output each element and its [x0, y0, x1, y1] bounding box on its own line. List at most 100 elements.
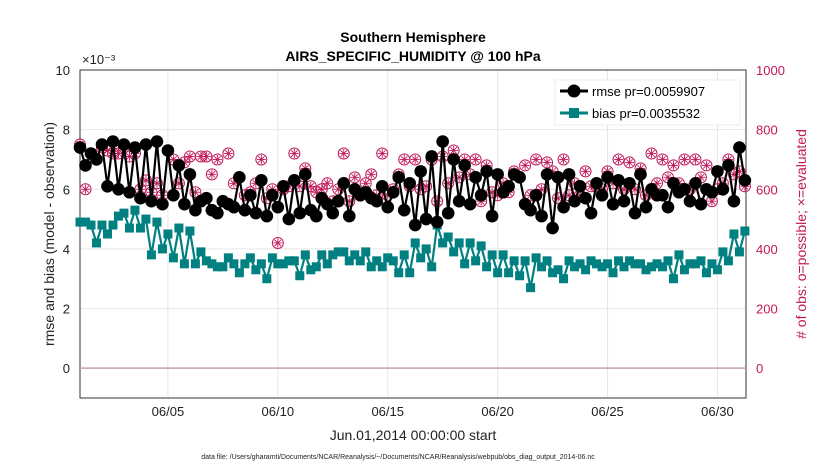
rmse-point: [628, 206, 642, 220]
bias-point: [179, 259, 189, 269]
bias-point: [300, 250, 310, 260]
obs-evaluated-mark: [626, 158, 634, 166]
obs-count-marker: [139, 174, 152, 187]
obs-possible-circle: [541, 156, 554, 169]
obs-evaluated-mark: [669, 161, 677, 169]
bias-point: [333, 247, 343, 257]
bias-point: [251, 265, 261, 275]
bias-point: [520, 256, 530, 266]
obs-possible-circle: [420, 180, 433, 193]
obs-possible-circle: [139, 174, 152, 187]
obs-evaluated-mark: [658, 155, 666, 163]
obs-count-marker: [678, 153, 691, 166]
rmse-point: [397, 203, 411, 217]
rmse-point: [211, 206, 224, 220]
obs-count-marker: [183, 150, 196, 163]
obs-evaluated-mark: [169, 155, 177, 163]
rmse-point: [463, 197, 477, 211]
y2-tick-label: 800: [756, 123, 778, 138]
rmse-point: [342, 209, 356, 223]
obs-count-marker: [271, 236, 284, 249]
bias-point: [91, 238, 101, 248]
bias-point: [80, 217, 90, 227]
bias-point: [421, 244, 431, 254]
y2-tick-label: 0: [756, 361, 763, 376]
y2-tick-label: 600: [756, 182, 778, 197]
legend-rmse-marker: [567, 84, 581, 98]
obs-evaluated-mark: [296, 182, 304, 190]
rmse-point: [249, 206, 263, 220]
bias-point: [113, 211, 123, 221]
rmse-point: [469, 171, 482, 184]
obs-count-marker: [348, 171, 361, 184]
rmse-point: [298, 168, 312, 181]
y-tick-label: 2: [63, 302, 70, 317]
rmse-point: [288, 174, 301, 187]
rmse-point: [392, 171, 406, 184]
bias-point: [531, 253, 541, 263]
obs-possible-circle: [79, 183, 92, 196]
bias-point: [234, 268, 244, 278]
bias-point: [306, 265, 316, 275]
bias-point: [668, 274, 678, 284]
bias-point: [267, 253, 277, 263]
chart-subtitle: AIRS_SPECIFIC_HUMIDITY @ 100 hPa: [285, 48, 541, 64]
bias-point: [553, 265, 563, 275]
bias-point: [383, 253, 393, 263]
rmse-point: [491, 168, 504, 181]
obs-count-marker: [530, 153, 543, 166]
rmse-point: [623, 177, 636, 190]
rmse-point: [381, 200, 395, 214]
rmse-point: [408, 218, 422, 232]
bias-point: [339, 247, 349, 257]
rmse-point: [370, 194, 384, 208]
bias-point: [410, 238, 420, 248]
rmse-point: [540, 168, 554, 181]
bias-point: [575, 259, 585, 269]
data-file-footer: data file: /Users/gharamti/Documents/NCA…: [201, 454, 595, 461]
y2-tick-label: 400: [756, 242, 778, 257]
bias-point: [619, 262, 629, 272]
bias-point: [493, 268, 503, 278]
obs-evaluated-mark: [103, 147, 111, 155]
bias-point: [174, 223, 184, 233]
obs-count-marker: [79, 183, 92, 196]
obs-possible-circle: [271, 236, 284, 249]
x-tick-labels: 06/05 06/10 06/15 06/20 06/25 06/30: [152, 404, 734, 419]
obs-count-marker: [398, 153, 411, 166]
bias-point: [581, 265, 591, 275]
obs-evaluated-mark: [186, 152, 194, 160]
bias-point: [663, 256, 673, 266]
obs-evaluated-mark: [202, 152, 210, 160]
bias-point: [603, 259, 613, 269]
obs-possible-circle: [469, 153, 482, 166]
obs-possible-circle: [150, 177, 163, 190]
bias-point: [399, 250, 409, 260]
x-tick-label: 06/20: [481, 404, 514, 419]
y-tick-label: 0: [63, 361, 70, 376]
rmse-point: [705, 185, 719, 199]
bias-point: [284, 256, 294, 266]
rmse-point: [101, 179, 114, 193]
bias-point: [443, 232, 453, 242]
y-tick-label: 4: [63, 242, 70, 257]
bias-point: [509, 256, 519, 266]
rmse-point: [112, 182, 125, 196]
legend-rmse-label: rmse pr=0.0059907: [592, 84, 705, 99]
obs-count-marker: [409, 153, 422, 166]
bias-point: [388, 256, 398, 266]
obs-possible-circle: [689, 153, 702, 166]
obs-count-marker: [205, 168, 218, 181]
rmse-point: [255, 174, 268, 187]
obs-count-marker: [211, 153, 224, 166]
obs-evaluated-mark: [274, 239, 282, 247]
rmse-point: [90, 153, 103, 166]
y-axis-label: rmse and bias (model - observation): [41, 122, 57, 346]
y2-tick-labels: 0 200 400 600 800 1000: [756, 63, 785, 376]
bias-point: [630, 259, 640, 269]
bias-point: [625, 256, 635, 266]
obs-evaluated-mark: [450, 147, 458, 155]
y-axis-exponent: ×10⁻³: [82, 52, 116, 67]
obs-possible-circle: [288, 147, 301, 160]
bias-point: [97, 220, 107, 230]
